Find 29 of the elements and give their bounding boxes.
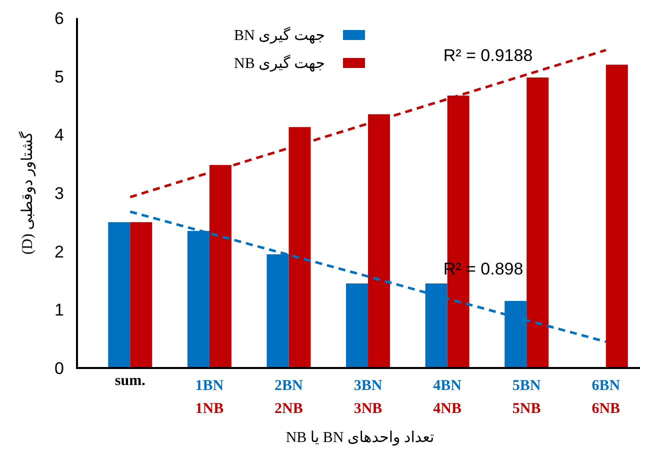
y-tick-label: 2 (54, 242, 64, 262)
y-axis-title: گشتاور دوقطبی (D) (18, 130, 36, 254)
text: 2NB (274, 401, 303, 417)
y-tick-label: 5 (54, 67, 64, 86)
x-tick-label: 6BN (592, 378, 620, 394)
text: 5NB (512, 401, 541, 417)
x-tick-label: 2BN (274, 378, 304, 394)
annotation: R² = 0.9188 (443, 46, 533, 66)
legend-label: جهت گیری BN (234, 26, 325, 44)
bar (130, 222, 152, 368)
y-tick-label: 4 (54, 126, 64, 145)
text: 6NB (592, 401, 620, 417)
legend-label: جهت گیری NB (234, 54, 325, 72)
x-axis-title: تعداد واحدهای BN یا NB (286, 430, 434, 446)
bar (108, 222, 130, 368)
x-tick-label: sum. (114, 373, 146, 389)
y-tick-label: 1 (54, 300, 64, 320)
x-tick-label: 1BN (195, 378, 224, 394)
y-tick-label: 3 (54, 184, 64, 203)
text: 4NB (433, 401, 462, 417)
x-tick-label: 5BN (512, 378, 541, 394)
x-tick-label: 3BN (354, 378, 382, 394)
y-tick-label: 0 (54, 359, 64, 378)
bar (346, 283, 368, 368)
text: 1NB (195, 401, 224, 417)
x-tick-label: 4BN (433, 378, 462, 394)
bar (606, 64, 628, 368)
text: 3NB (354, 401, 382, 417)
y-tick-label: 6 (54, 9, 64, 28)
